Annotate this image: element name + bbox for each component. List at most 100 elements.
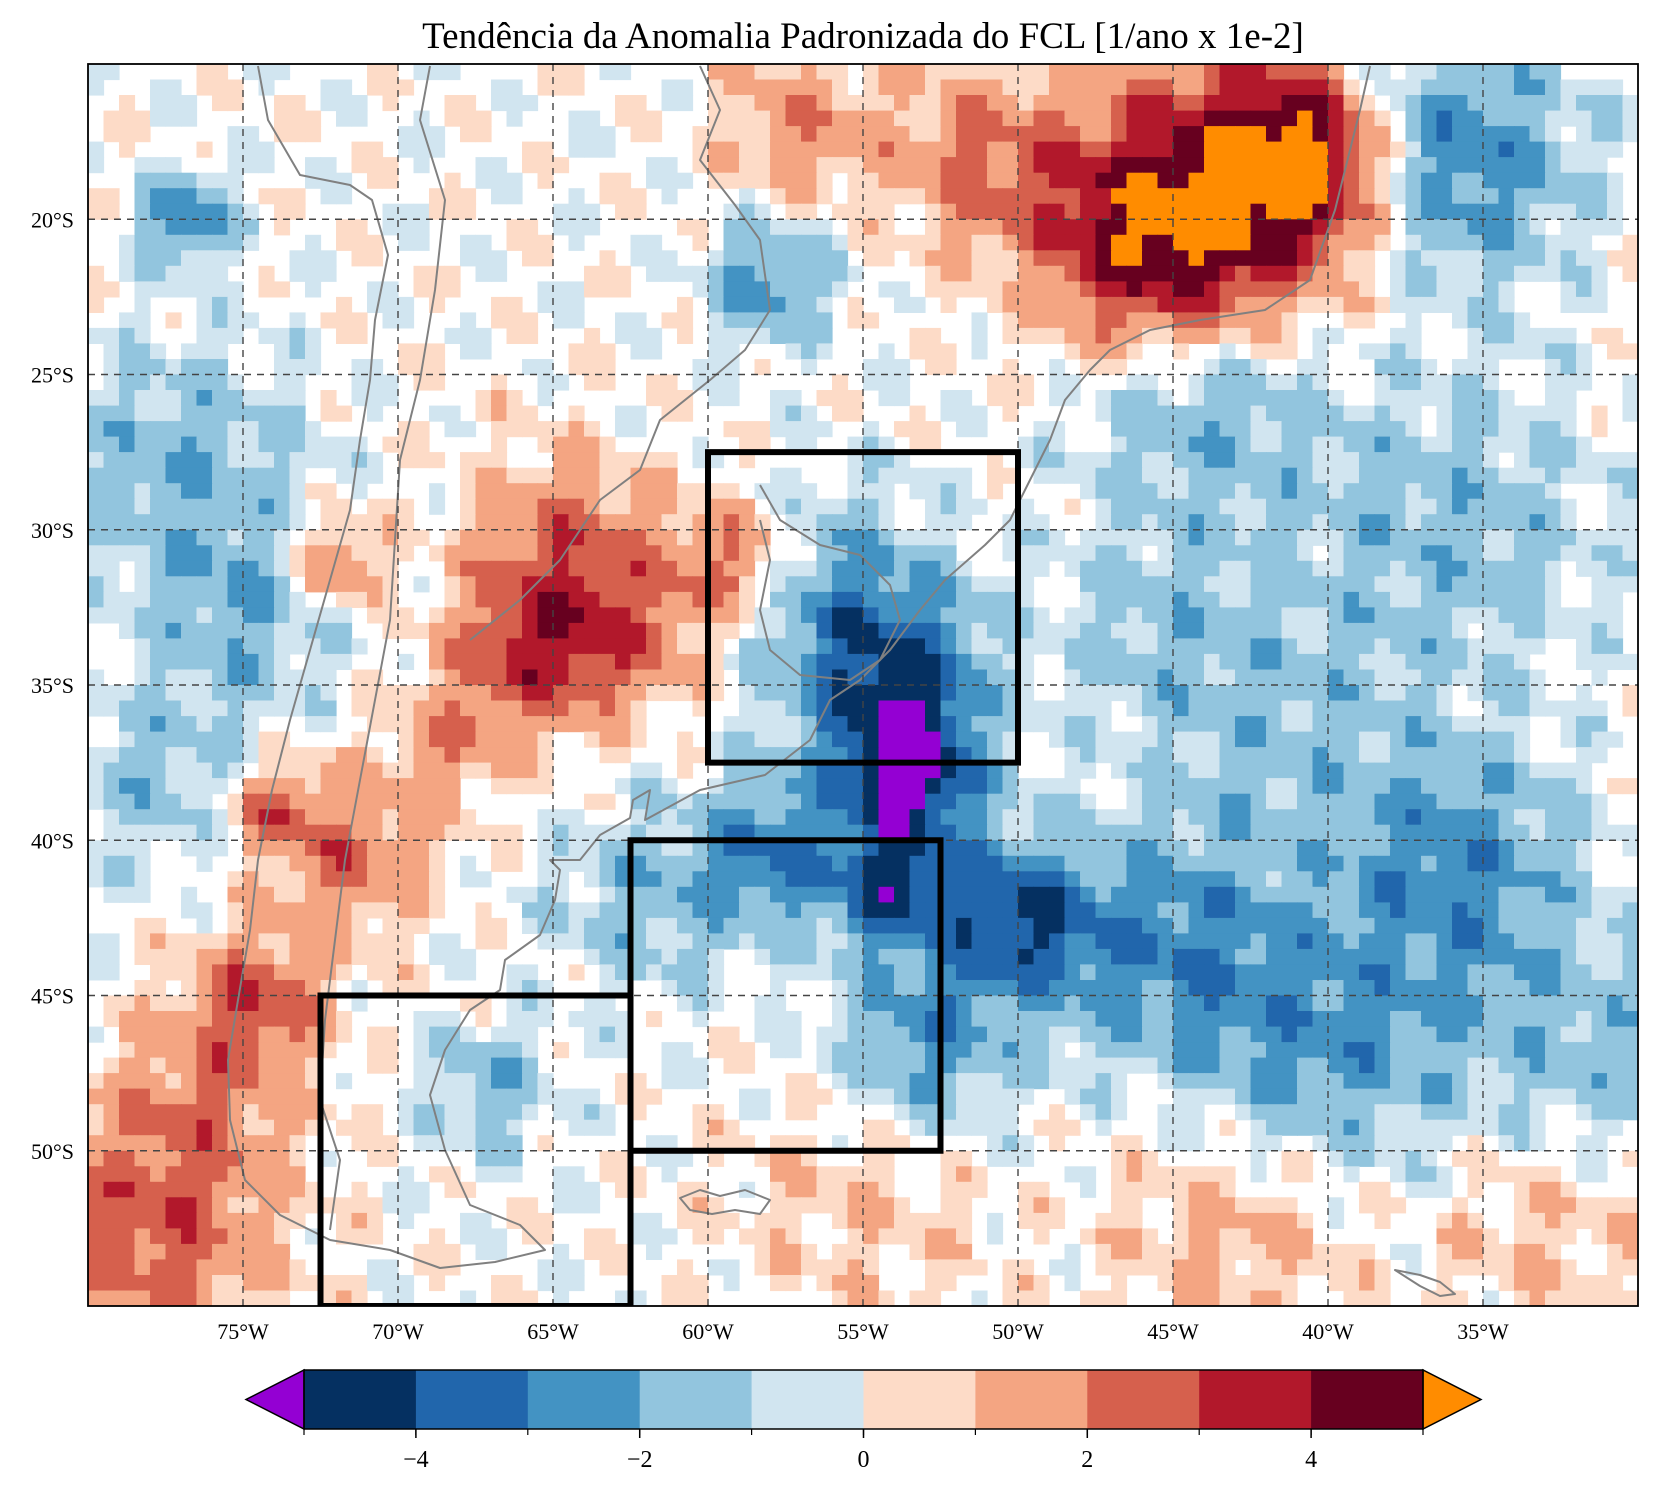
- field-cell: [1018, 653, 1035, 670]
- field-cell: [1002, 250, 1019, 267]
- field-cell: [1545, 809, 1562, 826]
- field-cell: [1064, 250, 1081, 267]
- field-cell: [568, 700, 585, 717]
- field-cell: [1483, 141, 1500, 158]
- field-cell: [212, 64, 229, 81]
- field-cell: [1033, 327, 1050, 344]
- field-cell: [1219, 778, 1236, 795]
- field-cell: [522, 622, 539, 639]
- field-cell: [646, 948, 663, 965]
- field-cell: [677, 514, 694, 531]
- field-cell: [212, 467, 229, 484]
- field-cell: [770, 560, 787, 577]
- field-cell: [801, 281, 818, 298]
- field-cell: [1204, 917, 1221, 934]
- field-cell: [351, 219, 368, 236]
- field-cell: [1188, 327, 1205, 344]
- field-cell: [134, 886, 151, 903]
- field-cell: [274, 840, 291, 857]
- field-cell: [1126, 545, 1143, 562]
- field-cell: [1297, 747, 1314, 764]
- field-cell: [1359, 234, 1376, 251]
- field-cell: [382, 964, 399, 981]
- field-cell: [1204, 529, 1221, 546]
- field-cell: [1080, 933, 1097, 950]
- field-cell: [847, 234, 864, 251]
- field-cell: [553, 622, 570, 639]
- field-cell: [212, 219, 229, 236]
- field-cell: [1266, 886, 1283, 903]
- field-cell: [940, 886, 957, 903]
- field-cell: [1173, 234, 1190, 251]
- field-cell: [382, 64, 399, 81]
- field-cell: [491, 514, 508, 531]
- field-cell: [553, 452, 570, 469]
- field-cell: [1157, 762, 1174, 779]
- field-cell: [1328, 917, 1345, 934]
- field-cell: [181, 809, 198, 826]
- field-cell: [770, 405, 787, 422]
- field-cell: [1235, 809, 1252, 826]
- field-cell: [398, 452, 415, 469]
- field-cell: [770, 653, 787, 670]
- field-cell: [181, 716, 198, 733]
- field-cell: [398, 824, 415, 841]
- field-cell: [692, 498, 709, 515]
- field-cell: [1049, 917, 1066, 934]
- field-cell: [1607, 824, 1624, 841]
- field-cell: [382, 79, 399, 96]
- field-cell: [1142, 79, 1159, 96]
- field-cell: [692, 824, 709, 841]
- field-cell: [909, 110, 926, 127]
- field-cell: [103, 886, 120, 903]
- field-cell: [1312, 840, 1329, 857]
- field-cell: [181, 203, 198, 220]
- field-cell: [1312, 871, 1329, 888]
- field-cell: [444, 327, 461, 344]
- field-cell: [212, 669, 229, 686]
- field-cell: [1359, 467, 1376, 484]
- field-cell: [88, 793, 105, 810]
- field-cell: [506, 560, 523, 577]
- field-cell: [336, 219, 353, 236]
- field-cell: [413, 685, 430, 702]
- field-cell: [1157, 871, 1174, 888]
- field-cell: [1421, 172, 1438, 189]
- field-cell: [1297, 917, 1314, 934]
- field-cell: [630, 560, 647, 577]
- field-cell: [305, 281, 322, 298]
- field-cell: [1359, 731, 1376, 748]
- field-cell: [739, 498, 756, 515]
- field-cell: [785, 281, 802, 298]
- field-cell: [863, 902, 880, 919]
- field-cell: [940, 529, 957, 546]
- field-cell: [398, 871, 415, 888]
- field-cell: [553, 716, 570, 733]
- field-cell: [88, 467, 105, 484]
- field-cell: [1157, 405, 1174, 422]
- field-cell: [1436, 234, 1453, 251]
- field-cell: [1111, 964, 1128, 981]
- field-cell: [568, 638, 585, 655]
- field-cell: [1095, 110, 1112, 127]
- field-cell: [599, 622, 616, 639]
- field-cell: [1095, 964, 1112, 981]
- field-cell: [971, 219, 988, 236]
- field-cell: [1328, 700, 1345, 717]
- field-cell: [909, 653, 926, 670]
- field-cell: [971, 203, 988, 220]
- field-cell: [1250, 390, 1267, 407]
- field-cell: [1421, 188, 1438, 205]
- field-cell: [568, 359, 585, 376]
- field-cell: [1018, 234, 1035, 251]
- field-cell: [1607, 902, 1624, 919]
- field-cell: [134, 436, 151, 453]
- field-cell: [212, 452, 229, 469]
- field-cell: [196, 964, 213, 981]
- field-cell: [971, 902, 988, 919]
- field-cell: [754, 64, 771, 81]
- field-cell: [351, 731, 368, 748]
- field-cell: [1111, 79, 1128, 96]
- field-cell: [1049, 390, 1066, 407]
- field-cell: [816, 576, 833, 593]
